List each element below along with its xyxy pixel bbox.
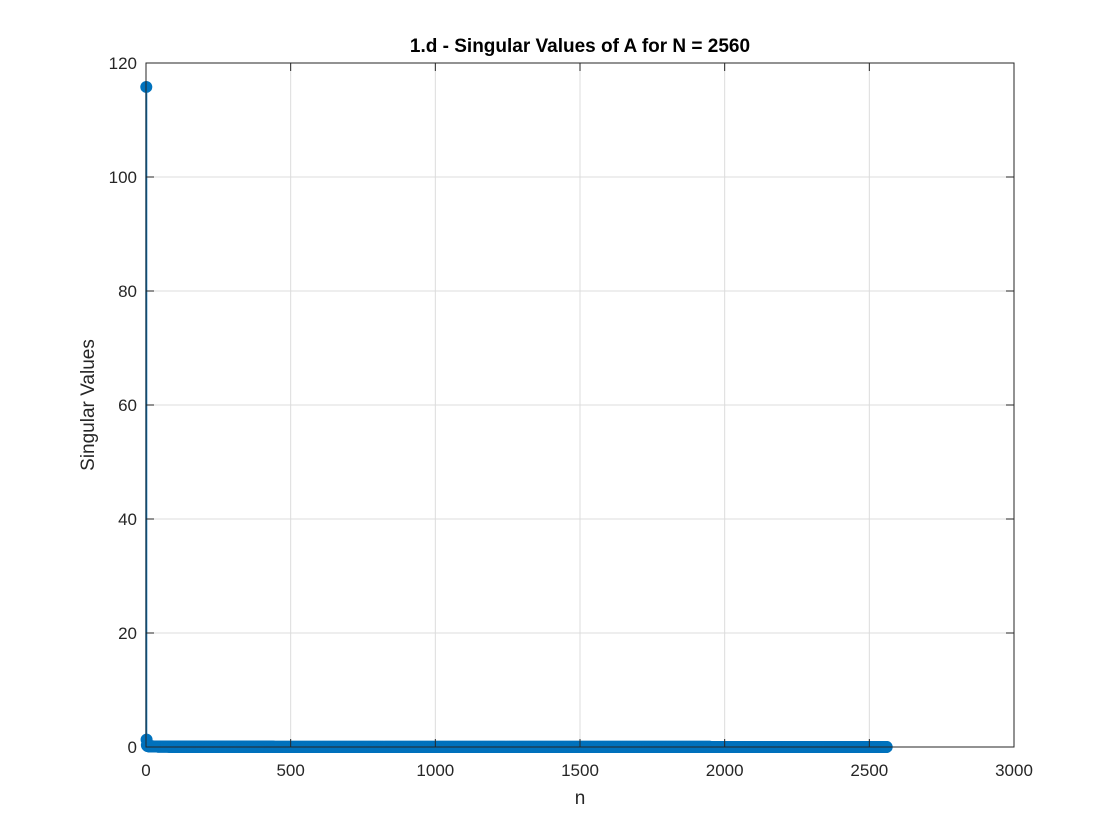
chart-title: 1.d - Singular Values of A for N = 2560 bbox=[410, 36, 750, 57]
x-tick-label: 2500 bbox=[850, 761, 888, 780]
y-tick-label: 100 bbox=[109, 168, 137, 187]
y-tick-label: 20 bbox=[118, 624, 137, 643]
ticks bbox=[145, 62, 1015, 748]
y-tick-label: 40 bbox=[118, 510, 137, 529]
y-tick-label: 0 bbox=[128, 738, 137, 757]
x-tick-label: 2000 bbox=[706, 761, 744, 780]
y-tick-label: 80 bbox=[118, 282, 137, 301]
x-tick-label: 1000 bbox=[416, 761, 454, 780]
x-tick-label: 0 bbox=[141, 761, 150, 780]
x-tick-label: 1500 bbox=[561, 761, 599, 780]
x-tick-label: 500 bbox=[276, 761, 304, 780]
y-tick-labels: 0 20 40 60 80 100 120 bbox=[109, 54, 137, 757]
x-tick-label: 3000 bbox=[995, 761, 1033, 780]
x-tick-labels: 0 500 1000 1500 2000 2500 3000 bbox=[141, 761, 1033, 780]
y-tick-label: 120 bbox=[109, 54, 137, 73]
y-axis-label: Singular Values bbox=[78, 339, 99, 471]
x-axis-label: n bbox=[575, 788, 586, 809]
y-tick-label: 60 bbox=[118, 396, 137, 415]
